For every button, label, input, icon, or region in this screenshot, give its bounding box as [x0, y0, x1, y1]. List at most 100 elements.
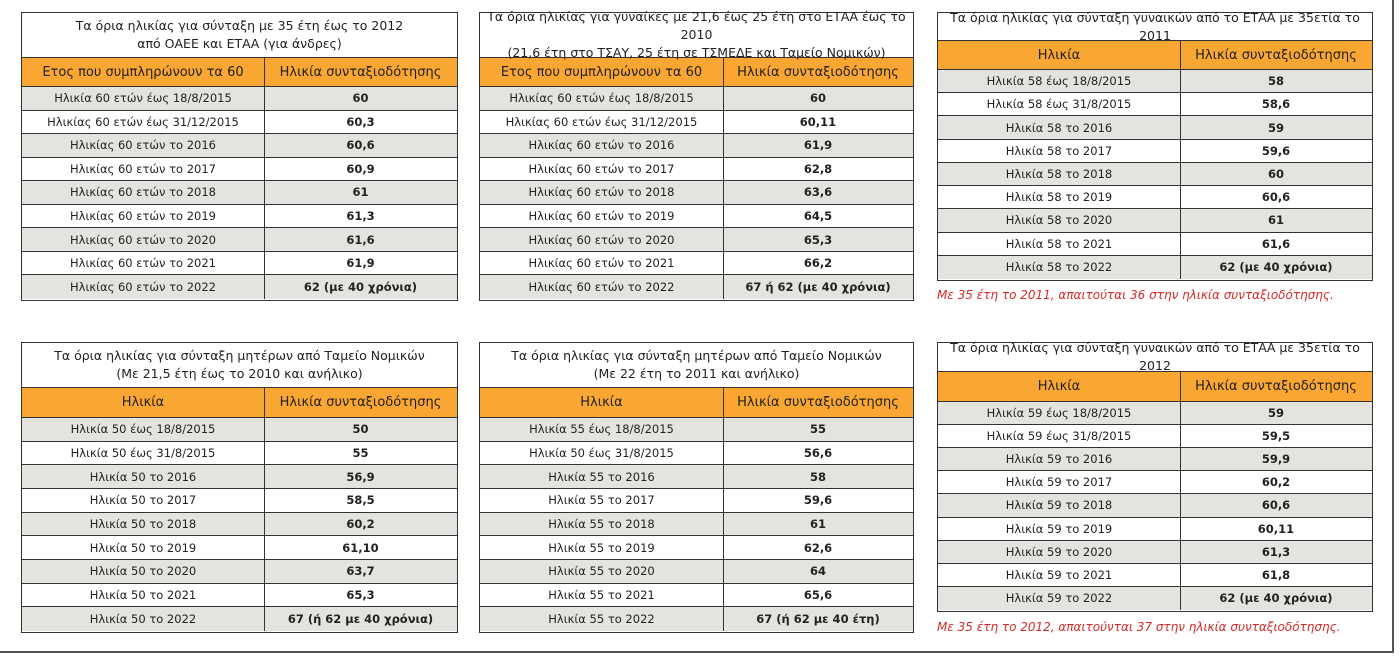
age-cell: Ηλικία 50 το 2017	[22, 488, 265, 512]
table-row: Ηλικίας 60 ετών το 2018 61	[22, 181, 457, 205]
table-row: Ηλικία 58 το 2020 61	[938, 209, 1372, 233]
pension-age-table: Τα όρια ηλικίας για γυναίκες με 21,6 έως…	[479, 9, 914, 301]
age-cell: Ηλικίας 60 ετών το 2021	[22, 251, 265, 275]
pension-age-cell: 60,6	[346, 138, 375, 153]
pension-age-cell: 67 (ή 62 με 40 έτη)	[756, 612, 880, 627]
age-cell: Ηλικίας 60 ετών το 2022	[22, 275, 265, 299]
pension-age-cell: 62 (με 40 χρόνια)	[1219, 260, 1333, 275]
age-cell: Ηλικία 60 ετών έως 18/8/2015	[22, 87, 265, 110]
pension-age-cell: 61,6	[346, 232, 375, 247]
table-row: Ηλικία 59 το 2020 61,3	[938, 540, 1372, 564]
age-cell: Ηλικίας 60 ετών το 2017	[22, 157, 265, 181]
age-cell: Ηλικία 59 έως 31/8/2015	[938, 425, 1181, 448]
column-header-age: Ηλικία	[480, 388, 724, 417]
table-title-line: Τα όρια ηλικίας για σύνταξη μητέρων από …	[511, 348, 882, 363]
table-title-line: (Με 21,5 έτη έως το 2010 και ανήλικο)	[116, 366, 363, 381]
page-border-bottom	[0, 651, 1394, 653]
age-cell: Ηλικία 58 έως 18/8/2015	[938, 70, 1181, 93]
age-cell: Ηλικία 50 έως 31/8/2015	[22, 441, 265, 465]
pension-age-cell: 62 (με 40 χρόνια)	[1219, 591, 1333, 606]
age-cell: Ηλικία 59 το 2020	[938, 540, 1181, 563]
pension-age-cell: 61	[352, 185, 369, 200]
pension-age-table: Τα όρια ηλικίας για σύνταξη μητέρων από …	[479, 342, 914, 633]
pension-age-cell: 60,2	[1261, 475, 1291, 490]
age-cell: Ηλικίας 60 ετών έως 18/8/2015	[480, 87, 724, 110]
pension-age-cell: 60,6	[1261, 190, 1291, 205]
table-row: Ηλικίας 60 ετών το 2018 63,6	[480, 181, 913, 205]
table-row: Ηλικία 59 έως 31/8/2015 59,5	[938, 425, 1372, 449]
age-cell: Ηλικίας 60 ετών το 2020	[22, 228, 265, 251]
table-row: Ηλικία 50 έως 31/8/2015 55	[22, 441, 457, 466]
table-row: Ηλικίας 60 ετών το 2019 61,3	[22, 204, 457, 229]
pension-age-cell: 59	[1267, 120, 1284, 135]
pension-age-cell: 58,6	[1261, 97, 1291, 112]
pension-age-cell: 61	[1267, 213, 1284, 228]
pension-age-cell: 61	[809, 516, 826, 531]
pension-age-cell: 58	[1267, 74, 1284, 89]
pension-age-cell: 67 (ή 62 με 40 χρόνια)	[287, 612, 434, 627]
age-cell: Ηλικία 59 το 2022	[938, 586, 1181, 610]
pension-age-cell: 61,8	[1261, 567, 1291, 582]
pension-age-cell: 50	[352, 422, 369, 437]
table-header-row: Ετος που συμπληρώνουν τα 60 Ηλικία συνταξ…	[22, 58, 457, 87]
table-row: Ηλικία 59 το 2018 60,6	[938, 494, 1372, 518]
age-cell: Ηλικία 59 το 2016	[938, 448, 1181, 471]
table-row: Ηλικία 58 το 2017 59,6	[938, 139, 1372, 163]
age-cell: Ηλικία 50 το 2018	[22, 512, 265, 536]
table-title-line: Τα όρια ηλικίας για σύνταξη μητέρων από …	[54, 348, 425, 363]
pension-age-cell: 64,5	[803, 209, 833, 223]
table-header-row: Ετος που συμπληρώνουν τα 60 Ηλικία συνταξ…	[480, 58, 913, 87]
pension-age-cell: 56,9	[346, 469, 375, 484]
table-row: Ηλικία 55 το 2020 64	[480, 559, 913, 584]
age-cell: Ηλικία 58 το 2022	[938, 255, 1181, 279]
age-cell: Ηλικία 59 το 2017	[938, 471, 1181, 494]
table-row: Ηλικία 59 το 2021 61,8	[938, 563, 1372, 587]
table-title-line: Τα όρια ηλικίας για γυναίκες με 21,6 έως…	[487, 9, 906, 42]
table-footnote: Με 35 έτη το 2011, απαιτούται 36 στην ηλ…	[937, 288, 1334, 302]
pension-age-table: Τα όρια ηλικίας για σύνταξη γυναικών από…	[937, 10, 1373, 281]
table-header-row: Ηλικία Ηλικία συνταξιοδότησης	[22, 388, 457, 418]
table-row: Ηλικίας 60 ετών το 2019 64,5	[480, 204, 913, 229]
age-cell: Ηλικία 58 το 2019	[938, 186, 1181, 209]
pension-age-cell: 60,2	[346, 516, 375, 531]
table-title: Τα όρια ηλικίας για σύνταξη με 35 έτη έω…	[22, 13, 457, 58]
table-row: Ηλικία 58 έως 18/8/2015 58	[938, 70, 1372, 94]
table-title-line: από ΟΑΕΕ και ΕΤΑΑ (για άνδρες)	[137, 36, 342, 51]
age-cell: Ηλικίας 60 ετών το 2021	[480, 251, 724, 275]
pension-age-table: Τα όρια ηλικίας για σύνταξη γυναικών από…	[937, 340, 1373, 612]
age-cell: Ηλικίας 60 ετών το 2019	[22, 204, 265, 228]
pension-age-cell: 61,3	[1261, 544, 1291, 559]
pension-age-cell: 60,11	[799, 114, 837, 129]
column-header-age: Ηλικία	[938, 41, 1181, 69]
pension-age-cell: 55	[352, 445, 369, 460]
age-cell: Ηλικία 50 το 2021	[22, 583, 265, 607]
age-cell: Ηλικία 50 το 2020	[22, 559, 265, 583]
table-title: Τα όρια ηλικίας για σύνταξη γυναικών από…	[938, 10, 1372, 43]
pension-age-cell: 62 (με 40 χρόνια)	[303, 280, 418, 295]
table-row: Ηλικία 55 έως 18/8/2015 55	[480, 418, 913, 442]
age-cell: Ηλικίας 60 ετών το 2016	[480, 134, 724, 157]
age-cell: Ηλικίας 60 ετών έως 31/12/2015	[480, 110, 724, 134]
age-cell: Ηλικία 58 έως 31/8/2015	[938, 93, 1181, 116]
table-row: Ηλικία 55 το 2022 67 (ή 62 με 40 έτη)	[480, 607, 913, 631]
age-cell: Ηλικία 59 το 2021	[938, 563, 1181, 586]
table-row: Ηλικία 59 έως 18/8/2015 59	[938, 402, 1372, 426]
age-cell: Ηλικία 55 το 2019	[480, 536, 724, 559]
table-row: Ηλικία 59 το 2022 62 (με 40 χρόνια)	[938, 586, 1372, 610]
age-cell: Ηλικίας 60 ετών το 2018	[480, 181, 724, 204]
age-cell: Ηλικία 55 το 2020	[480, 559, 724, 583]
age-cell: Ηλικία 50 το 2019	[22, 536, 265, 559]
age-cell: Ηλικία 50 το 2016	[22, 465, 265, 488]
table-title: Τα όρια ηλικίας για γυναίκες με 21,6 έως…	[480, 9, 913, 60]
table-row: Ηλικία 58 έως 31/8/2015 58,6	[938, 93, 1372, 117]
age-cell: Ηλικίας 60 ετών έως 31/12/2015	[22, 110, 265, 134]
age-cell: Ηλικία 59 το 2018	[938, 494, 1181, 517]
age-cell: Ηλικίας 60 ετών το 2017	[480, 157, 724, 181]
age-cell: Ηλικίας 60 ετών το 2020	[480, 228, 724, 251]
table-footnote: Με 35 έτη το 2012, απαιτούνται 37 στην η…	[937, 620, 1341, 634]
pension-age-cell: 64	[809, 564, 826, 579]
age-cell: Ηλικία 59 έως 18/8/2015	[938, 402, 1181, 425]
age-cell: Ηλικία 55 έως 18/8/2015	[480, 418, 724, 441]
table-row: Ηλικίας 60 ετών το 2021 66,2	[480, 251, 913, 276]
pension-age-cell: 66,2	[803, 256, 833, 271]
